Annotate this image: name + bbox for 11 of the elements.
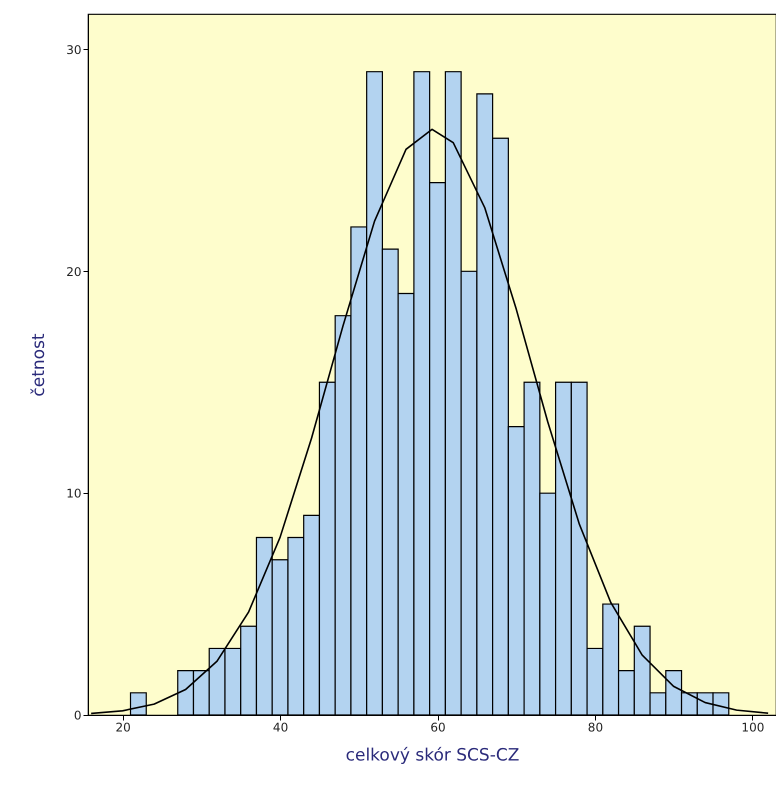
y-tick-label: 10: [66, 486, 82, 501]
x-tick-label: 80: [588, 720, 604, 734]
x-tick-label: 100: [741, 720, 764, 734]
x-tick-label: 60: [430, 720, 446, 734]
x-axis-title: celkový skór SCS-CZ: [346, 746, 520, 766]
y-tick-label: 20: [66, 264, 82, 279]
y-axis-title: četnost: [29, 333, 50, 397]
y-tick-label: 30: [66, 42, 82, 57]
x-tick-label: 20: [115, 720, 131, 734]
y-tick-label: 0: [74, 708, 82, 722]
x-tick-label: 40: [272, 720, 288, 734]
